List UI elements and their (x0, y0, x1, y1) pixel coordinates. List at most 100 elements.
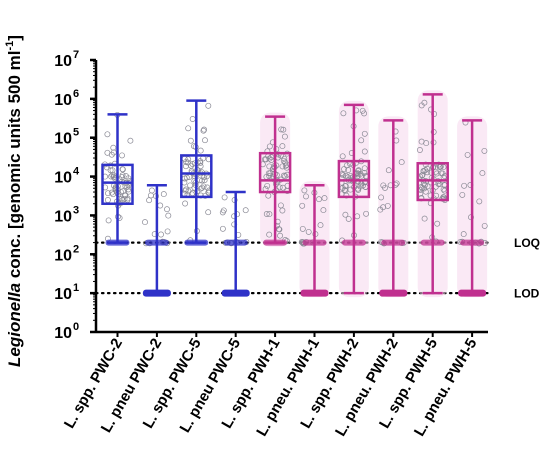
data-point (464, 151, 471, 158)
data-point (361, 130, 368, 137)
data-point (341, 186, 348, 193)
data-point (363, 210, 370, 217)
data-point (355, 185, 361, 192)
y-axis-title: Legionella conc. [genomic units 500 ml-1… (4, 35, 24, 367)
data-point (127, 137, 134, 144)
data-point (361, 165, 368, 172)
box-iqr (416, 162, 449, 202)
data-point (303, 193, 309, 200)
y-tick-base: 10 (54, 286, 72, 303)
data-point (343, 192, 350, 199)
data-point (264, 182, 271, 189)
y-tick-exponent: 1 (73, 282, 79, 294)
y-axis-title-sup: -1 (4, 41, 16, 51)
data-point (204, 184, 211, 191)
data-point (345, 215, 352, 222)
y-tick-base: 10 (54, 208, 72, 225)
data-point (398, 159, 405, 166)
data-point (200, 127, 207, 134)
loq-cluster (460, 239, 485, 246)
data-point (188, 162, 195, 169)
box-collapsed (142, 289, 171, 297)
data-point (181, 155, 188, 162)
data-point (197, 163, 204, 170)
data-point (266, 143, 273, 150)
data-point (242, 207, 249, 214)
data-point (378, 194, 385, 201)
y-tick-label: 10 (54, 286, 72, 303)
data-point (479, 170, 486, 177)
data-point (320, 207, 327, 214)
y-axis-label: Legionella conc. [genomic units 500 ml-1… (4, 35, 24, 367)
data-point (385, 167, 392, 174)
data-point (182, 200, 189, 207)
data-point (422, 188, 429, 195)
box-group-5 (258, 112, 292, 247)
data-point (340, 172, 346, 179)
data-point (460, 231, 467, 238)
data-point (189, 116, 196, 122)
data-point (199, 184, 206, 191)
data-point (358, 137, 365, 144)
y-tick-base: 10 (54, 170, 72, 187)
y-tick-label: 10 (54, 208, 72, 225)
data-point (416, 147, 423, 153)
data-point (266, 231, 273, 238)
box-group-9 (416, 90, 449, 298)
data-point (278, 126, 285, 133)
data-point (321, 195, 328, 202)
data-point (357, 170, 364, 177)
loq-cluster (223, 239, 248, 246)
box-collapsed (221, 289, 250, 297)
data-point (184, 159, 191, 166)
data-point (343, 162, 350, 169)
data-point (147, 192, 154, 199)
data-point (279, 184, 286, 191)
data-point (281, 155, 288, 162)
data-point (125, 186, 132, 193)
y-tick-exponent: 7 (73, 49, 79, 61)
data-point (183, 174, 190, 181)
box-group-3 (180, 99, 213, 246)
data-point (360, 182, 367, 189)
y-tick-exponent: 4 (73, 166, 80, 178)
data-point (481, 222, 488, 229)
box-iqr (180, 154, 213, 199)
data-point (461, 182, 468, 189)
data-point (439, 195, 446, 202)
box-iqr (101, 163, 134, 205)
data-point (440, 186, 447, 193)
data-point (421, 215, 428, 222)
box-collapsed (458, 289, 487, 297)
box-group-1 (101, 111, 134, 246)
data-point (361, 110, 368, 117)
data-point (422, 161, 429, 168)
data-point (436, 181, 443, 188)
data-point (299, 225, 306, 232)
data-point (421, 185, 428, 192)
data-point (267, 170, 274, 177)
data-point (419, 185, 426, 191)
box-group-7 (337, 100, 371, 298)
y-tick-base: 10 (54, 53, 72, 70)
loq-cluster (144, 239, 169, 246)
data-point (279, 143, 286, 150)
data-point (355, 170, 362, 177)
y-tick-label: 10 (54, 131, 72, 148)
ref-label-lod: LOD (514, 287, 540, 301)
data-point (342, 183, 349, 190)
box-group-2 (142, 183, 172, 297)
data-point (281, 133, 288, 140)
loq-cluster (381, 239, 406, 246)
loq-cluster (341, 239, 366, 246)
x-category-labels: L. spp. PWC-2L. pneu PWC-2L. spp. PWC-5L… (61, 336, 481, 440)
box-group-8 (377, 116, 409, 298)
data-point (197, 159, 204, 166)
data-point (280, 126, 287, 133)
data-point (165, 212, 172, 219)
data-point (424, 169, 431, 176)
data-point (157, 202, 164, 209)
data-point (201, 126, 208, 133)
box-collapsed (379, 289, 408, 297)
